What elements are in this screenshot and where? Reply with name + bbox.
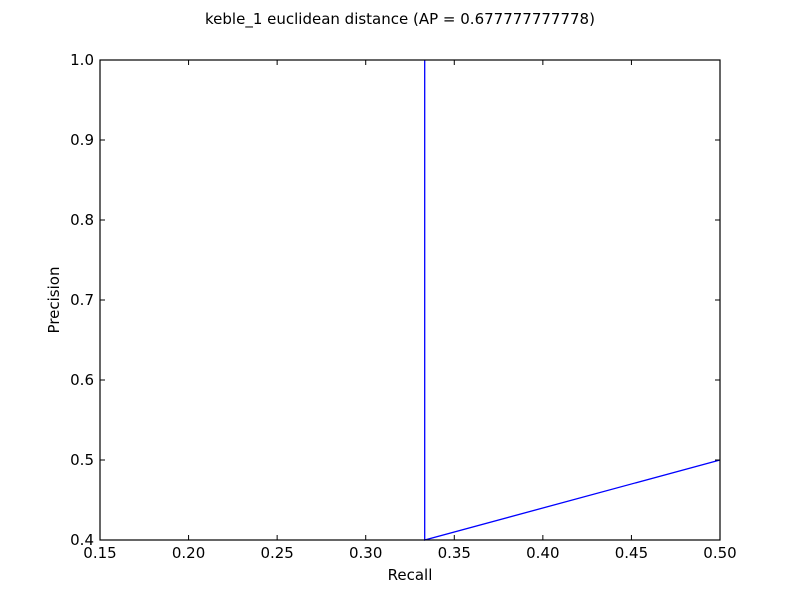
x-tick-label: 0.20 [172, 544, 205, 562]
plot-area: 0.15 0.20 0.25 0.30 0.35 0.40 0.45 0.50 0.4 0.5 0.… [70, 51, 737, 562]
y-tick-label: 0.5 [70, 451, 94, 469]
x-tick-label: 0.15 [83, 544, 116, 562]
x-tick-label: 0.50 [703, 544, 736, 562]
chart-title: keble_1 euclidean distance (AP = 0.67777… [205, 10, 595, 29]
x-axis-label: Recall [388, 566, 433, 584]
y-tick-label: 0.8 [70, 211, 94, 229]
y-axis-label: Precision [45, 267, 63, 334]
x-tick-label: 0.30 [349, 544, 382, 562]
y-tick-label: 1.0 [70, 51, 94, 69]
x-tick-label: 0.25 [260, 544, 293, 562]
x-tick-label: 0.35 [438, 544, 471, 562]
y-tick-label: 0.4 [70, 531, 94, 549]
y-tick-label: 0.6 [70, 371, 94, 389]
x-tick-label: 0.45 [615, 544, 648, 562]
plot-frame [99, 59, 721, 541]
x-tick-label: 0.40 [526, 544, 559, 562]
y-tick-label: 0.9 [70, 131, 94, 149]
series-line-0 [424, 60, 721, 541]
y-tick-label: 0.7 [70, 291, 94, 309]
